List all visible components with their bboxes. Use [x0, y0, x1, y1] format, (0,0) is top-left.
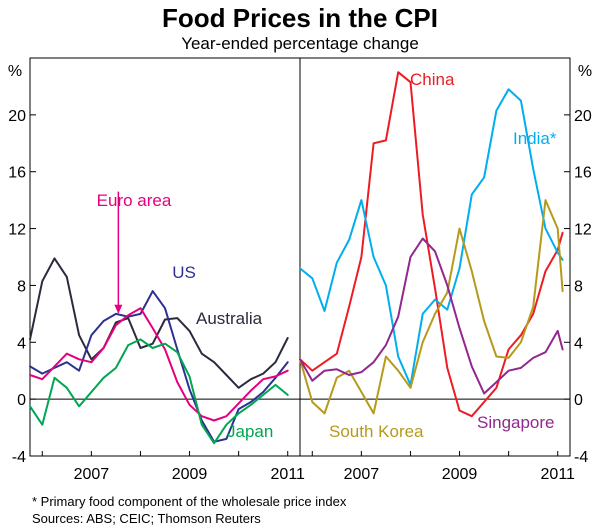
- series-line-japan: [29, 338, 289, 445]
- series-line-india: [299, 88, 564, 386]
- x-tick-label: 2009: [172, 466, 208, 483]
- y-tick-label-left: 4: [17, 335, 26, 352]
- x-tick-label: 2007: [74, 466, 110, 483]
- series-label-australia: Australia: [196, 309, 263, 328]
- x-tick-label: 2011: [271, 466, 306, 483]
- series-label-singapore: Singapore: [477, 413, 555, 432]
- footnote: * Primary food component of the wholesal…: [32, 494, 347, 509]
- y-tick-label-left: -4: [12, 449, 26, 466]
- series-line-euro-area: [29, 307, 289, 422]
- y-tick-label-left: 16: [8, 165, 26, 182]
- y-tick-label-left: 8: [17, 278, 26, 295]
- series-label-china: China: [410, 70, 455, 89]
- y-axis-ticks: -4 -4 0 0 4 4 8 8 12 12 16 16 20 20: [8, 108, 592, 466]
- x-axis-ticks: 2007 2009 2011 2007 2009 2011: [41, 451, 576, 483]
- series-line-singapore: [299, 237, 564, 395]
- y-tick-label-right: 8: [574, 278, 583, 295]
- y-tick-label-right: 20: [574, 108, 592, 125]
- y-tick-label-right: 4: [574, 335, 583, 352]
- series-line-australia: [29, 257, 289, 389]
- series-labels: Australia US Euro area Japan China India* Sout…: [97, 70, 557, 441]
- y-tick-label-left: 12: [8, 222, 26, 239]
- y-tick-label-right: 16: [574, 165, 592, 182]
- series-line-south-korea: [299, 199, 564, 415]
- y-unit-right: %: [578, 63, 592, 80]
- series-layer: [29, 71, 564, 445]
- series-label-japan: Japan: [227, 422, 273, 441]
- y-tick-label-left: 0: [17, 392, 26, 409]
- series-label-euro-area: Euro area: [97, 191, 172, 210]
- chart-title: Food Prices in the CPI: [162, 3, 438, 33]
- series-line-us: [29, 290, 289, 443]
- series-label-us: US: [172, 263, 196, 282]
- x-tick-label: 2009: [442, 466, 478, 483]
- y-unit-left: %: [8, 63, 22, 80]
- series-label-south-korea: South Korea: [329, 422, 424, 441]
- chart-subtitle: Year-ended percentage change: [181, 34, 419, 53]
- euro-area-arrow-head: [114, 304, 123, 314]
- y-tick-label-right: 0: [574, 392, 583, 409]
- y-tick-label-right: -4: [574, 449, 588, 466]
- series-label-india: India*: [513, 129, 557, 148]
- series-line-china: [299, 71, 564, 418]
- x-tick-label: 2007: [344, 466, 380, 483]
- y-tick-label-left: 20: [8, 108, 26, 125]
- sources: Sources: ABS; CEIC; Thomson Reuters: [32, 511, 261, 526]
- x-tick-label: 2011: [541, 466, 576, 483]
- y-tick-label-right: 12: [574, 222, 592, 239]
